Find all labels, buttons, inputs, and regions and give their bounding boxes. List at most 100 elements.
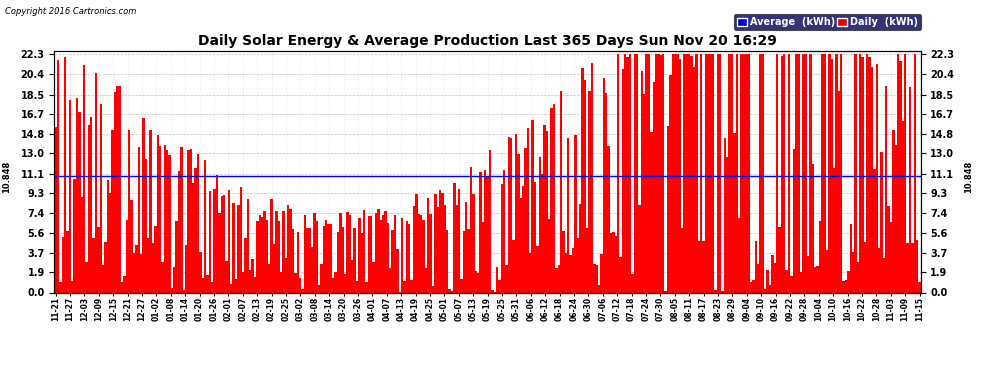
Bar — [856, 262, 859, 292]
Bar — [527, 128, 529, 292]
Bar — [581, 68, 584, 292]
Bar — [829, 54, 831, 292]
Bar — [425, 268, 427, 292]
Bar — [738, 218, 741, 292]
Bar — [403, 280, 406, 292]
Bar — [781, 56, 783, 292]
Bar — [256, 220, 258, 292]
Bar — [166, 150, 168, 292]
Bar — [465, 202, 467, 292]
Bar — [724, 138, 726, 292]
Bar — [306, 228, 309, 292]
Bar — [121, 282, 124, 292]
Bar — [391, 230, 394, 292]
Bar — [206, 275, 209, 292]
Bar — [346, 212, 348, 292]
Bar — [745, 54, 747, 292]
Bar — [871, 68, 873, 292]
Bar — [693, 67, 695, 292]
Bar — [771, 255, 773, 292]
Bar — [863, 242, 866, 292]
Bar — [821, 54, 824, 292]
Bar — [496, 267, 498, 292]
Bar — [652, 81, 655, 292]
Bar — [209, 191, 211, 292]
Bar — [68, 100, 71, 292]
Bar — [114, 92, 116, 292]
Bar — [161, 262, 163, 292]
Bar — [671, 54, 674, 292]
Bar — [517, 154, 520, 292]
Bar — [603, 78, 605, 292]
Bar — [233, 202, 235, 292]
Bar — [335, 272, 337, 292]
Bar — [560, 91, 562, 292]
Bar — [467, 229, 470, 292]
Bar — [793, 148, 795, 292]
Bar — [712, 54, 714, 292]
Bar — [683, 54, 686, 292]
Bar — [275, 211, 277, 292]
Bar — [313, 213, 316, 292]
Bar — [360, 234, 363, 292]
Bar — [289, 209, 292, 292]
Bar — [909, 87, 911, 292]
Bar — [102, 265, 104, 292]
Bar — [664, 291, 666, 292]
Bar — [678, 58, 681, 292]
Bar — [182, 290, 185, 292]
Bar — [608, 146, 610, 292]
Bar — [287, 205, 289, 292]
Bar — [695, 54, 698, 292]
Bar — [629, 54, 632, 292]
Bar — [482, 222, 484, 292]
Bar — [365, 282, 367, 292]
Bar — [773, 263, 776, 292]
Bar — [309, 228, 311, 292]
Bar — [795, 54, 797, 292]
Bar — [56, 60, 59, 292]
Bar — [163, 145, 166, 292]
Bar — [128, 130, 131, 292]
Bar — [567, 138, 569, 292]
Bar — [552, 104, 555, 292]
Bar — [783, 54, 785, 292]
Bar — [420, 214, 423, 292]
Bar — [175, 221, 178, 292]
Bar — [790, 276, 793, 292]
Bar — [904, 54, 907, 292]
Bar — [204, 160, 206, 292]
Bar — [389, 267, 391, 292]
Bar — [187, 150, 190, 292]
Bar — [615, 236, 617, 292]
Bar — [844, 280, 847, 292]
Bar — [355, 281, 358, 292]
Bar — [66, 231, 68, 292]
Text: 10.848: 10.848 — [964, 160, 973, 192]
Bar — [826, 250, 829, 292]
Bar — [131, 200, 133, 292]
Bar — [78, 112, 80, 292]
Bar — [151, 243, 154, 292]
Bar — [197, 153, 199, 292]
Bar — [258, 214, 261, 292]
Bar — [340, 213, 342, 292]
Bar — [133, 254, 136, 292]
Bar — [761, 54, 764, 292]
Bar — [851, 252, 854, 292]
Bar — [650, 132, 652, 292]
Bar — [263, 211, 265, 292]
Bar — [136, 245, 138, 292]
Bar — [353, 228, 355, 292]
Bar — [242, 273, 245, 292]
Bar — [363, 210, 365, 292]
Bar — [138, 147, 140, 292]
Bar — [636, 54, 639, 292]
Bar — [285, 258, 287, 292]
Bar — [890, 222, 892, 292]
Bar — [805, 54, 807, 292]
Bar — [726, 158, 729, 292]
Bar — [61, 237, 64, 292]
Bar — [432, 286, 435, 292]
Bar — [435, 194, 437, 292]
